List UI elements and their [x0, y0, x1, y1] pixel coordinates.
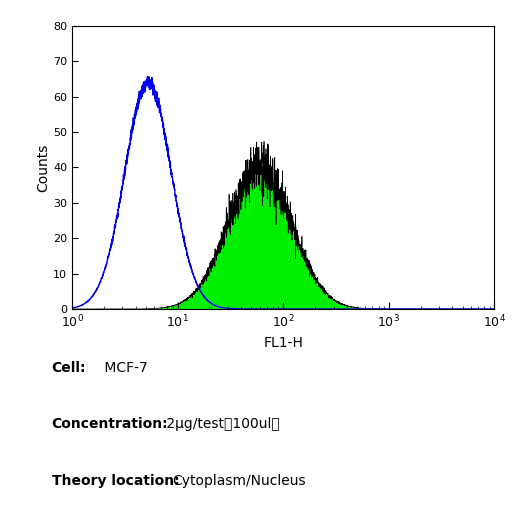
Text: Cell:: Cell:: [52, 360, 86, 374]
Text: MCF-7: MCF-7: [100, 360, 148, 374]
Text: Theory location:: Theory location:: [52, 474, 179, 488]
X-axis label: FL1-H: FL1-H: [263, 336, 303, 350]
Text: Concentration:: Concentration:: [52, 417, 168, 431]
Text: Cytoplasm/Nucleus: Cytoplasm/Nucleus: [173, 474, 306, 488]
Y-axis label: Counts: Counts: [37, 143, 50, 192]
Text: 2μg/test（100ul）: 2μg/test（100ul）: [162, 417, 280, 431]
